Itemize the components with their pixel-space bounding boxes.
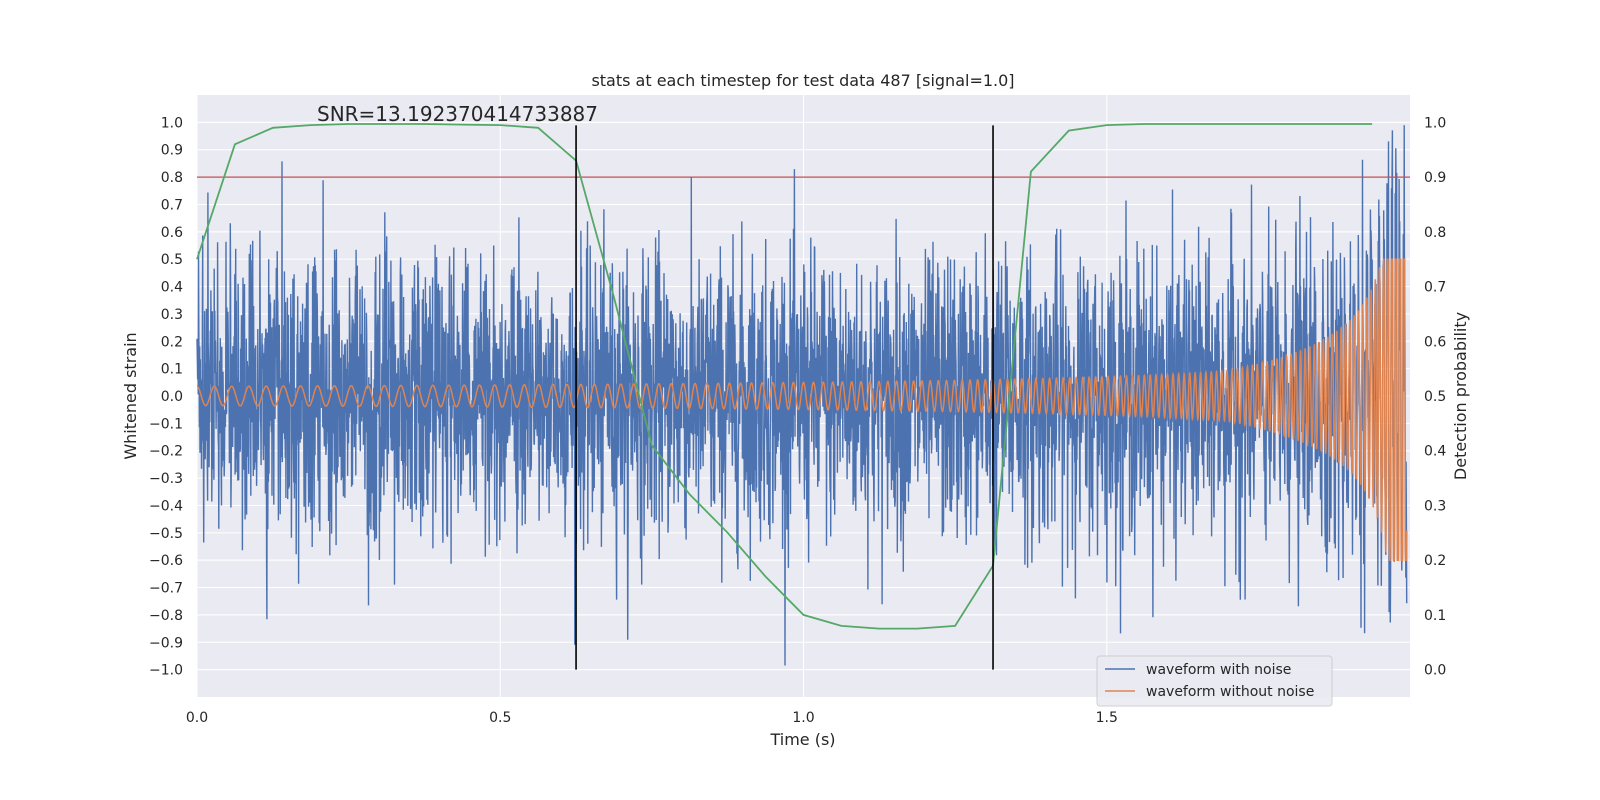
legend-box <box>1096 655 1333 707</box>
x-tick-label: 0.0 <box>186 710 208 726</box>
y-right-tick-label: 0.5 <box>1424 389 1446 405</box>
y-tick-label: 0.7 <box>161 197 183 213</box>
x-tick-label: 1.0 <box>792 710 814 726</box>
y-right-tick-label: 0.2 <box>1424 553 1446 569</box>
series-detection-probability <box>196 123 1373 630</box>
y-tick-label: −0.5 <box>149 526 183 542</box>
y-right-tick-label: 0.7 <box>1424 280 1446 296</box>
y-tick-label: −0.6 <box>149 553 183 569</box>
y-tick-label: 0.4 <box>161 280 183 296</box>
legend: waveform with noise waveform without noi… <box>1096 655 1333 707</box>
y-tick-label: 1.0 <box>161 115 183 131</box>
y-right-tick-label: 0.3 <box>1424 498 1446 514</box>
snr-annotation: SNR=13.192370414733887 <box>317 102 598 126</box>
y-right-tick-label: 0.4 <box>1424 444 1446 460</box>
legend-label-noise: waveform with noise <box>1146 662 1291 678</box>
y-tick-label: 0.9 <box>161 143 183 159</box>
ticks: 0.0 0.5 1.0 1.5 1.0 0.9 0.8 0.7 0.6 0.5 0.4 0.3 0.2 0… <box>149 115 1446 726</box>
y-tick-label: −0.4 <box>149 498 183 514</box>
y-right-tick-label: 0.6 <box>1424 334 1446 350</box>
chart-title: stats at each timestep for test data 487… <box>591 71 1014 90</box>
y-tick-label: 0.1 <box>161 362 183 378</box>
y-tick-label: 0.2 <box>161 334 183 350</box>
y-right-tick-label: 0.9 <box>1424 170 1446 186</box>
y-tick-label: −0.3 <box>149 471 183 487</box>
y-right-tick-label: 1.0 <box>1424 115 1446 131</box>
y-tick-label: −0.2 <box>149 444 183 460</box>
x-tick-label: 0.5 <box>489 710 511 726</box>
y-tick-label: −1.0 <box>149 663 183 679</box>
y-tick-label: 0.5 <box>161 252 183 268</box>
y-right-tick-label: 0.1 <box>1424 608 1446 624</box>
y-right-tick-label: 0.0 <box>1424 663 1446 679</box>
y-axis-label: Whitened strain <box>121 332 140 459</box>
y-tick-label: −0.8 <box>149 608 183 624</box>
x-tick-label: 1.5 <box>1096 710 1118 726</box>
series-waveform-without-noise <box>196 258 1408 561</box>
y-tick-label: 0.3 <box>161 307 183 323</box>
plot-area <box>196 123 1410 670</box>
y-tick-label: −0.1 <box>149 416 183 432</box>
y-right-tick-label: 0.8 <box>1424 225 1446 241</box>
x-axis-label: Time (s) <box>769 730 835 749</box>
y-tick-label: −0.7 <box>149 581 183 597</box>
y-axis-right-label: Detection probability <box>1451 312 1470 480</box>
y-tick-label: −0.9 <box>149 635 183 651</box>
y-tick-label: 0.6 <box>161 225 183 241</box>
legend-label-clean: waveform without noise <box>1146 684 1314 700</box>
y-tick-label: 0.0 <box>161 389 183 405</box>
y-tick-label: 0.8 <box>161 170 183 186</box>
